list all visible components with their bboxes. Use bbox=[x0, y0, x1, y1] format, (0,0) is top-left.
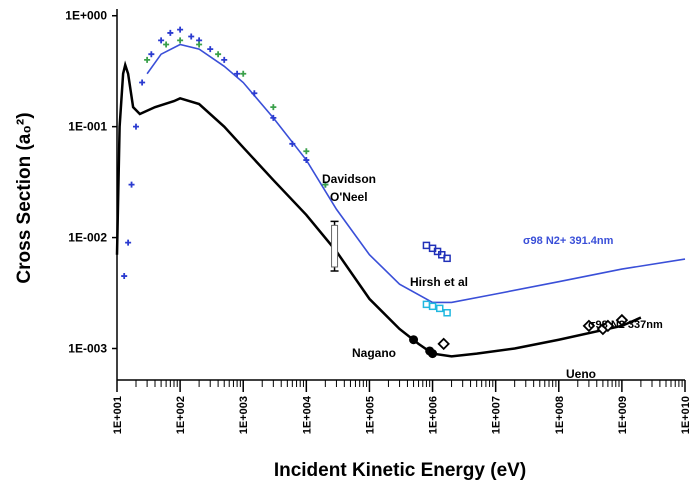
cross-marker bbox=[196, 41, 203, 48]
cross-marker bbox=[144, 56, 151, 63]
square-marker bbox=[443, 309, 451, 317]
square-marker bbox=[428, 302, 437, 311]
x-tick-label: 1E+005 bbox=[364, 396, 376, 434]
cross-marker bbox=[289, 140, 296, 147]
line-label: σ98 N2+ 391.4nm bbox=[523, 235, 614, 247]
annotation: Ueno bbox=[566, 367, 596, 381]
y-tick-label: 1E-002 bbox=[68, 231, 107, 245]
diamond-marker bbox=[615, 313, 629, 327]
cross-marker bbox=[322, 181, 329, 188]
cross-marker bbox=[163, 41, 170, 48]
cross-marker bbox=[240, 70, 247, 77]
square-marker bbox=[435, 304, 444, 313]
square-marker bbox=[443, 254, 451, 263]
x-tick-label: 1E+003 bbox=[238, 396, 250, 434]
annotation: O'Neel bbox=[330, 190, 368, 204]
cross-marker bbox=[121, 273, 128, 280]
x-tick-label: 1E+009 bbox=[617, 396, 629, 434]
dot-marker bbox=[428, 349, 438, 359]
cross-marker bbox=[167, 29, 174, 36]
cross-marker bbox=[177, 26, 184, 33]
x-tick-label: 1E+004 bbox=[301, 395, 313, 434]
x-tick-label: 1E+010 bbox=[680, 396, 690, 434]
x-axis-title: Incident Kinetic Energy (eV) bbox=[274, 460, 526, 481]
cross-marker bbox=[303, 157, 310, 164]
cross-marker bbox=[128, 181, 135, 188]
cross-marker bbox=[148, 51, 155, 58]
error-bar-body bbox=[331, 224, 339, 268]
x-tick-label: 1E+007 bbox=[491, 396, 503, 434]
y-tick-label: 1E+000 bbox=[65, 9, 107, 23]
x-tick-label: 1E+002 bbox=[175, 396, 187, 434]
cross-marker bbox=[270, 114, 277, 121]
series-line bbox=[115, 60, 642, 358]
annotation: Nagano bbox=[352, 346, 396, 360]
square-marker bbox=[422, 300, 431, 309]
x-tick-label: 1E+008 bbox=[554, 396, 566, 434]
cross-marker bbox=[215, 51, 222, 58]
cross-marker bbox=[188, 33, 195, 40]
cross-marker bbox=[139, 79, 146, 86]
series-line bbox=[146, 43, 686, 304]
y-tick-label: 1E-001 bbox=[68, 120, 107, 134]
cross-marker bbox=[270, 104, 277, 111]
x-tick-label: 1E+001 bbox=[112, 396, 124, 434]
x-tick-label: 1E+006 bbox=[428, 396, 440, 434]
line-label: σ98 N2 337nm bbox=[588, 319, 663, 331]
diamond-marker bbox=[437, 337, 450, 351]
cross-marker bbox=[221, 56, 228, 63]
cross-marker bbox=[158, 37, 165, 44]
cross-marker bbox=[177, 37, 184, 44]
cross-marker bbox=[251, 90, 258, 97]
y-tick-label: 1E-003 bbox=[68, 341, 107, 355]
square-marker bbox=[422, 241, 431, 250]
annotation: Hirsh et al bbox=[410, 275, 468, 289]
cross-marker bbox=[207, 46, 214, 53]
diamond-marker bbox=[601, 319, 615, 333]
annotation: Davidson bbox=[322, 172, 376, 186]
y-axis-title: Cross Section (a₀²) bbox=[14, 112, 35, 283]
cross-marker bbox=[303, 148, 310, 155]
diamond-marker bbox=[582, 319, 596, 333]
cross-marker bbox=[132, 123, 139, 130]
dot-marker bbox=[409, 335, 419, 345]
cross-marker bbox=[125, 239, 132, 246]
cross-marker bbox=[234, 70, 241, 77]
